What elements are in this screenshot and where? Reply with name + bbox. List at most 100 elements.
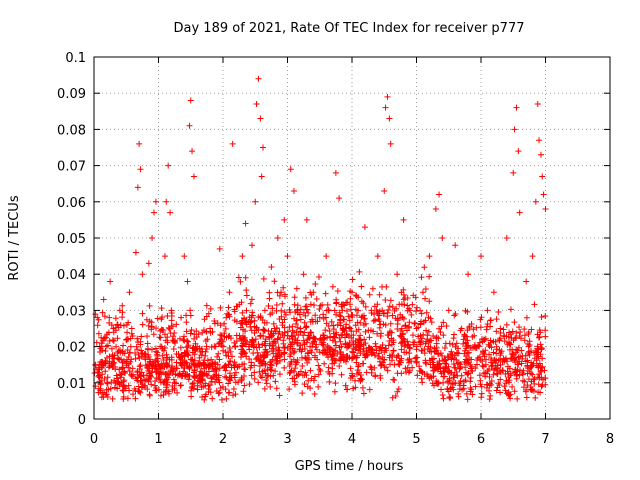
data-point [472,383,479,390]
data-point [270,338,277,345]
data-point [108,345,115,352]
data-point [346,342,353,349]
data-point [342,382,349,389]
data-point [161,344,168,351]
data-point [413,343,420,350]
data-point [370,318,377,325]
data-point [540,191,547,198]
data-point [528,387,535,394]
data-point [209,395,216,402]
data-point [538,383,545,390]
data-point [480,349,487,356]
data-point [303,323,310,330]
data-point [511,388,518,395]
data-point [249,309,256,316]
data-point [414,372,421,379]
data-point [376,308,383,315]
data-point [367,363,374,370]
data-point [305,377,312,384]
data-point [497,325,504,332]
data-point [203,328,210,335]
data-point [522,352,529,359]
data-point [132,355,139,362]
data-point [232,391,239,398]
data-point [146,302,153,309]
data-point [121,350,128,357]
data-point [448,355,455,362]
data-point [95,364,102,371]
data-point [426,298,433,305]
data-point [169,337,176,344]
data-point [349,289,355,296]
data-point [99,358,106,365]
data-point [95,373,102,380]
data-point [422,357,429,364]
data-point [333,342,340,349]
data-point [348,328,355,335]
data-point [398,333,405,340]
data-point [293,329,300,336]
data-point [108,379,115,386]
data-point [125,319,132,326]
data-point [394,271,401,278]
data-point [320,311,327,318]
data-point [320,336,327,343]
data-point [99,337,106,344]
data-point [470,326,477,333]
data-point [442,340,449,347]
data-point [422,317,429,324]
data-point [266,289,273,296]
data-point [251,317,258,324]
data-point [466,323,473,330]
data-point [211,318,218,325]
data-point [426,273,433,280]
data-point [241,336,248,343]
data-point [343,321,350,328]
data-point [399,314,406,321]
data-point [510,169,517,176]
x-tick-label: 3 [283,432,291,447]
data-point [222,362,229,369]
data-point [378,361,385,368]
data-point [299,362,306,369]
data-point [109,336,116,343]
data-point [276,371,283,378]
data-point [161,364,168,371]
data-point [233,303,240,310]
data-point [226,345,233,352]
data-point [359,313,366,320]
data-point [281,324,288,331]
data-point [221,363,228,370]
data-point [196,354,203,361]
data-point [326,334,333,341]
data-point [203,313,210,320]
data-point [352,292,359,299]
data-point [343,307,350,314]
y-tick-label: 0.04 [57,268,86,283]
data-point [324,301,331,308]
data-point [232,343,239,350]
data-point [404,302,411,309]
data-point [402,323,409,330]
data-point [478,253,484,260]
data-point [390,347,397,354]
data-point [272,378,279,385]
data-point [523,386,530,393]
data-point [114,335,121,342]
data-point [213,372,220,379]
data-point [379,344,386,351]
data-point [273,385,280,392]
data-point [231,372,238,379]
data-point [243,353,250,360]
x-tick-label: 2 [219,432,227,447]
data-point [323,253,330,260]
data-point [526,352,533,359]
data-point [252,198,259,205]
data-point [376,318,383,325]
data-point [388,329,395,336]
data-point [207,389,214,396]
data-point [430,333,437,340]
data-point [478,394,485,401]
data-point [328,318,335,325]
data-point [440,332,447,339]
